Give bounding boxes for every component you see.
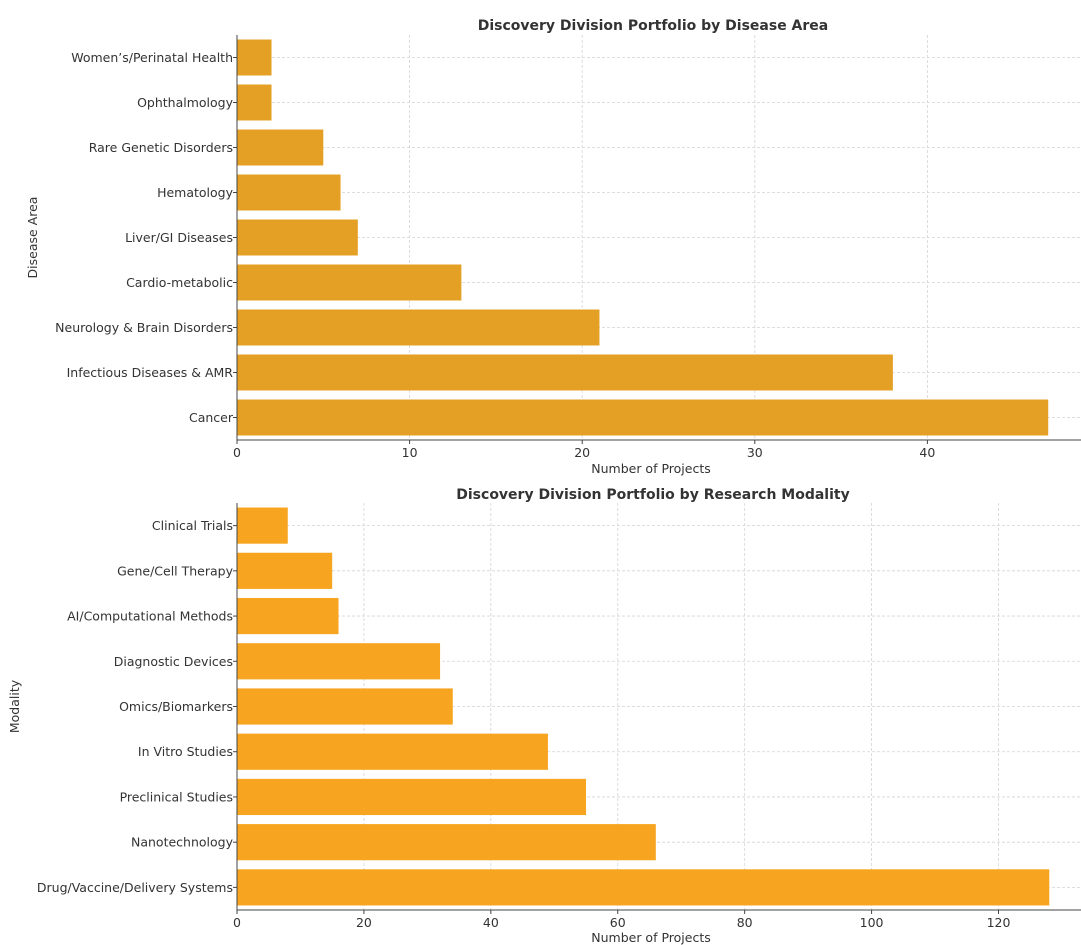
y-tick-label: Liver/GI Diseases xyxy=(125,230,233,245)
bar xyxy=(237,552,333,589)
y-tick-label: Cancer xyxy=(189,410,234,425)
x-tick-label: 20 xyxy=(574,445,590,460)
x-tick-label: 40 xyxy=(919,445,935,460)
y-tick-label: Rare Genetic Disorders xyxy=(89,140,233,155)
y-tick-label: Gene/Cell Therapy xyxy=(117,563,234,578)
y-tick-label: Clinical Trials xyxy=(152,518,233,533)
y-tick-label: In Vitro Studies xyxy=(138,744,233,759)
y-tick-label: Drug/Vaccine/Delivery Systems xyxy=(37,880,233,895)
y-tick-label: Ophthalmology xyxy=(137,95,234,110)
bar xyxy=(237,597,339,635)
bar xyxy=(237,84,272,121)
y-tick-label: AI/Computational Methods xyxy=(67,609,233,624)
bar xyxy=(237,174,341,211)
x-axis-label: Number of Projects xyxy=(591,930,711,945)
bar xyxy=(237,869,1050,906)
y-tick-label: Hematology xyxy=(157,185,234,200)
x-tick-label: 0 xyxy=(233,915,241,930)
y-tick-label: Preclinical Studies xyxy=(120,789,233,804)
bar xyxy=(237,778,587,816)
y-axis-label: Modality xyxy=(7,679,22,733)
bar xyxy=(237,129,324,166)
x-tick-label: 20 xyxy=(356,915,372,930)
y-tick-label: Neurology & Brain Disorders xyxy=(55,320,233,335)
chart-title: Discovery Division Portfolio by Research… xyxy=(456,487,849,503)
x-tick-label: 60 xyxy=(610,915,626,930)
x-tick-label: 80 xyxy=(737,915,753,930)
bar xyxy=(237,354,893,391)
bar xyxy=(237,643,441,680)
x-tick-label: 10 xyxy=(402,445,418,460)
bar xyxy=(237,264,462,301)
bar xyxy=(237,507,288,544)
bar xyxy=(237,733,548,770)
y-tick-label: Nanotechnology xyxy=(131,835,234,850)
x-tick-label: 120 xyxy=(987,915,1011,930)
x-tick-label: 100 xyxy=(860,915,884,930)
x-tick-label: 0 xyxy=(233,445,241,460)
bar xyxy=(237,399,1049,436)
y-tick-label: Women’s/Perinatal Health xyxy=(71,50,233,65)
chart-1: 0 10 20 30 40 Cancer Infectious Diseases & AMR… xyxy=(25,18,1081,476)
y-tick-label: Cardio-metabolic xyxy=(126,275,233,290)
y-tick-label: Diagnostic Devices xyxy=(114,654,233,669)
bar xyxy=(237,688,453,725)
x-axis-label: Number of Projects xyxy=(591,461,711,476)
chart-title: Discovery Division Portfolio by Disease … xyxy=(478,18,829,34)
bar xyxy=(237,309,600,346)
bar xyxy=(237,219,358,256)
y-tick-label: Infectious Diseases & AMR xyxy=(67,365,234,380)
x-tick-label: 40 xyxy=(483,915,499,930)
y-tick-label: Omics/Biomarkers xyxy=(119,699,233,714)
bar xyxy=(237,824,656,861)
bar xyxy=(237,39,272,76)
x-tick-label: 30 xyxy=(747,445,763,460)
chart-2: 0 20 40 60 80 100 120 Drug/Vaccine/Delivery Sys… xyxy=(7,487,1081,945)
y-axis-label: Disease Area xyxy=(25,197,40,279)
